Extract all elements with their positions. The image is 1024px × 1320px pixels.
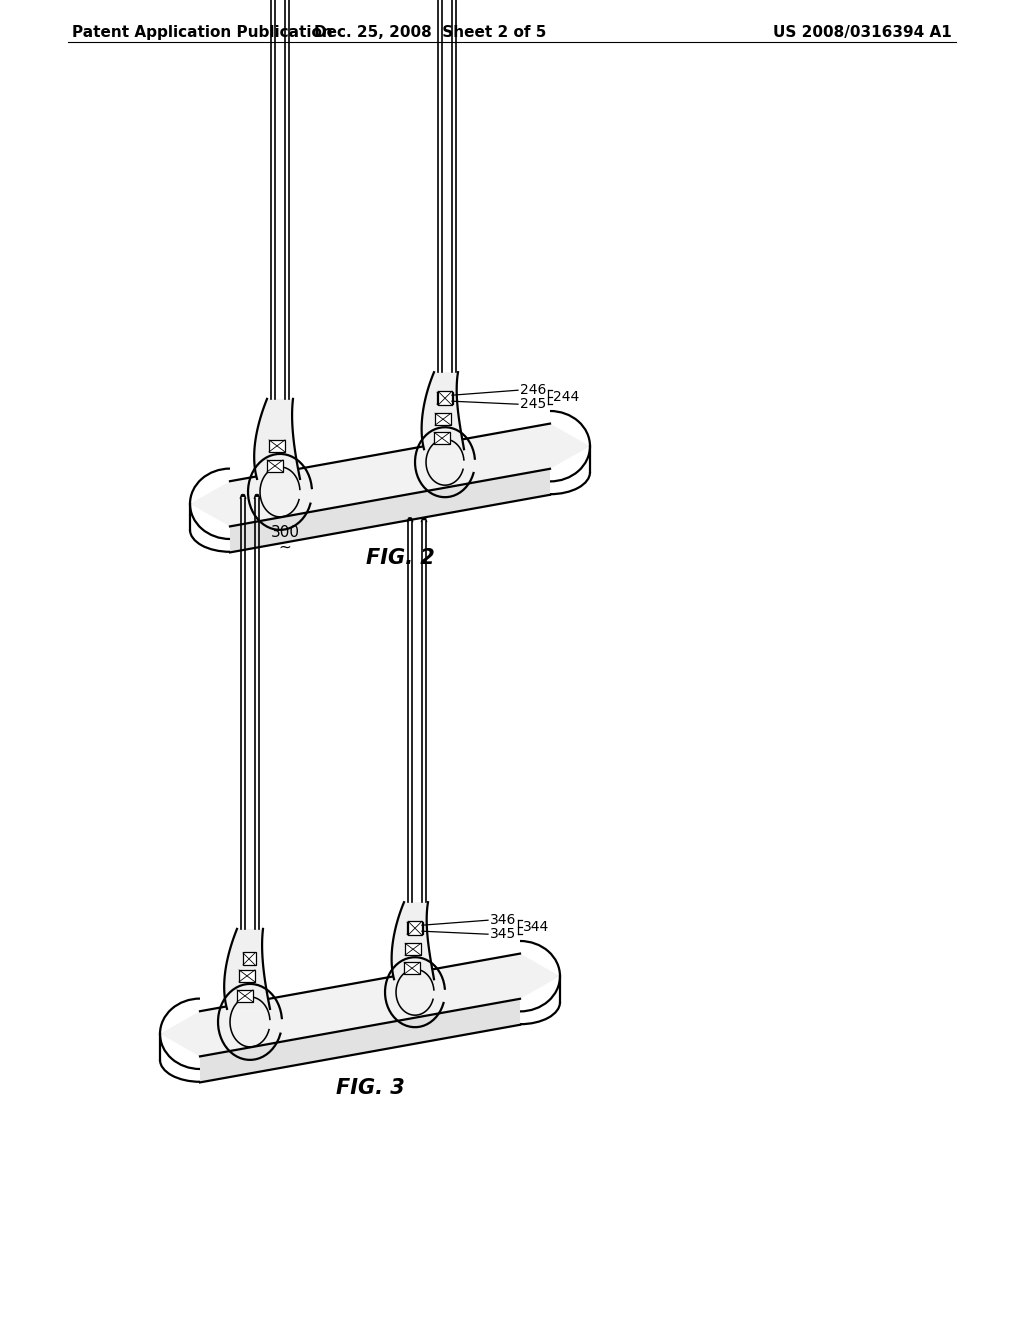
- Bar: [406, 944, 421, 956]
- Ellipse shape: [422, 517, 426, 520]
- Bar: [267, 459, 283, 471]
- Text: 300: 300: [270, 525, 299, 540]
- Text: Dec. 25, 2008  Sheet 2 of 5: Dec. 25, 2008 Sheet 2 of 5: [313, 25, 546, 40]
- Polygon shape: [160, 953, 560, 1056]
- Text: FIG. 3: FIG. 3: [336, 1078, 404, 1098]
- Bar: [237, 990, 253, 1002]
- Text: 244: 244: [553, 391, 580, 404]
- Polygon shape: [224, 929, 270, 1008]
- Bar: [243, 952, 256, 965]
- Text: 345: 345: [490, 927, 516, 941]
- Text: 344: 344: [523, 920, 549, 935]
- Bar: [437, 392, 453, 404]
- Text: 346: 346: [490, 913, 516, 927]
- Bar: [407, 923, 423, 935]
- Polygon shape: [230, 469, 550, 552]
- Text: 246: 246: [520, 383, 547, 397]
- Polygon shape: [190, 424, 590, 527]
- Ellipse shape: [255, 494, 259, 496]
- Ellipse shape: [408, 517, 412, 520]
- Polygon shape: [391, 902, 434, 979]
- Ellipse shape: [241, 494, 245, 496]
- Polygon shape: [254, 399, 300, 479]
- Text: ~: ~: [279, 540, 292, 554]
- Bar: [404, 962, 420, 974]
- Bar: [435, 413, 451, 425]
- Text: FIG. 2: FIG. 2: [366, 548, 434, 568]
- Bar: [269, 440, 285, 451]
- Bar: [438, 391, 452, 405]
- Polygon shape: [422, 372, 464, 449]
- Bar: [434, 432, 450, 445]
- Text: US 2008/0316394 A1: US 2008/0316394 A1: [773, 25, 952, 40]
- Polygon shape: [200, 999, 520, 1082]
- Text: 245: 245: [520, 397, 546, 412]
- Bar: [408, 921, 422, 935]
- Bar: [239, 970, 255, 982]
- Text: Patent Application Publication: Patent Application Publication: [72, 25, 333, 40]
